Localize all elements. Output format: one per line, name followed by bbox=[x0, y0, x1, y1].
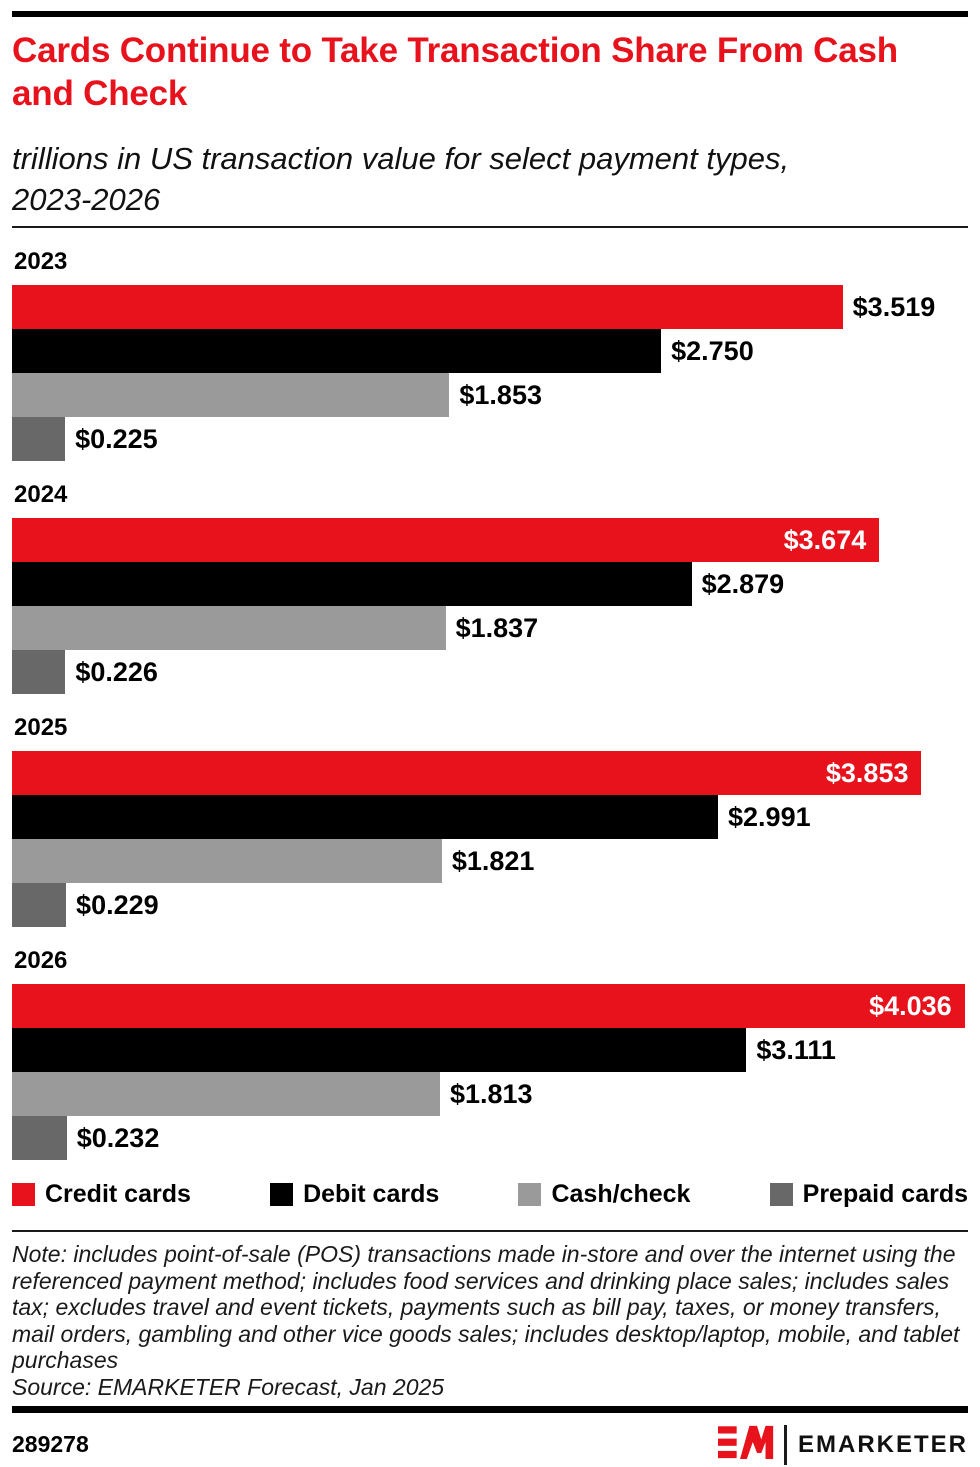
value-label: $0.229 bbox=[76, 889, 159, 920]
value-label: $3.853 bbox=[825, 757, 909, 788]
legend-item: Prepaid cards bbox=[769, 1180, 968, 1209]
bar-row: $1.821 bbox=[12, 839, 968, 884]
year-label: 2023 bbox=[14, 248, 68, 276]
value-label: $0.226 bbox=[75, 656, 158, 687]
footnote-text: Note: includes point-of-sale (POS) trans… bbox=[12, 1241, 960, 1374]
bar-debit-cards bbox=[12, 795, 719, 840]
bar-credit-cards bbox=[12, 285, 843, 330]
brand-wordmark: EMARKETER bbox=[797, 1430, 968, 1458]
bar-chart: 2023 $3.519 $2.750 $1.853 $0.225 2024 $3.674 $2… bbox=[12, 248, 968, 1161]
year-label: 2025 bbox=[14, 714, 68, 742]
legend-swatch-icon bbox=[270, 1183, 294, 1207]
bar-credit-cards: $3.853 bbox=[12, 751, 922, 796]
bar-row: $0.226 bbox=[12, 650, 968, 695]
bar-row: $0.232 bbox=[12, 1116, 968, 1161]
header-divider bbox=[12, 226, 968, 229]
bar-row: $4.036 bbox=[12, 984, 968, 1029]
value-label: $1.853 bbox=[459, 379, 542, 410]
bar-prepaid-cards bbox=[12, 1116, 67, 1161]
legend-label: Cash/check bbox=[551, 1180, 691, 1209]
bar-row: $2.879 bbox=[12, 562, 968, 607]
bar-row: $1.813 bbox=[12, 1072, 968, 1117]
bar-row: $2.750 bbox=[12, 329, 968, 374]
value-label: $1.821 bbox=[451, 845, 535, 876]
bar-credit-cards: $4.036 bbox=[12, 984, 965, 1029]
value-label: $3.674 bbox=[783, 524, 867, 555]
footer: 289278 EMARKETER bbox=[12, 1422, 968, 1467]
legend: Credit cards Debit cards Cash/check Prepaid… bbox=[12, 1180, 968, 1209]
bar-cash-check bbox=[12, 1072, 440, 1117]
emarketer-logo-mark-icon bbox=[717, 1422, 774, 1467]
bar-row: $2.991 bbox=[12, 795, 968, 840]
year-group: 2025 $3.853 $2.991 $1.821 $0.229 bbox=[12, 714, 968, 928]
value-label: $0.232 bbox=[76, 1122, 160, 1153]
bar-cash-check bbox=[12, 606, 446, 651]
value-label: $2.750 bbox=[671, 335, 754, 366]
value-label: $4.036 bbox=[869, 990, 952, 1021]
legend-item: Debit cards bbox=[270, 1180, 439, 1209]
bar-row: $3.674 bbox=[12, 518, 968, 563]
legend-label: Debit cards bbox=[303, 1180, 440, 1209]
year-label: 2024 bbox=[14, 481, 68, 509]
note-divider bbox=[12, 1230, 968, 1233]
bar-row: $0.229 bbox=[12, 883, 968, 928]
bar-row: $1.853 bbox=[12, 373, 968, 418]
legend-label: Prepaid cards bbox=[802, 1180, 968, 1209]
footer-rule bbox=[12, 1406, 968, 1414]
year-group: 2023 $3.519 $2.750 $1.853 $0.225 bbox=[12, 248, 968, 462]
bar-row: $3.853 bbox=[12, 751, 968, 796]
legend-swatch-icon bbox=[518, 1183, 542, 1207]
legend-item: Cash/check bbox=[518, 1180, 690, 1209]
legend-label: Credit cards bbox=[45, 1180, 191, 1209]
year-group: 2024 $3.674 $2.879 $1.837 $0.226 bbox=[12, 481, 968, 695]
source-text: Source: EMARKETER Forecast, Jan 2025 bbox=[12, 1373, 445, 1400]
bar-row: $3.519 bbox=[12, 285, 968, 330]
page-subtitle: trillions in US transaction value for se… bbox=[12, 141, 790, 218]
legend-swatch-icon bbox=[769, 1183, 793, 1207]
bar-prepaid-cards bbox=[12, 650, 66, 695]
logo-divider bbox=[783, 1424, 787, 1465]
bar-cash-check bbox=[12, 373, 450, 418]
legend-swatch-icon bbox=[12, 1183, 35, 1207]
value-label: $1.813 bbox=[449, 1078, 533, 1109]
value-label: $2.991 bbox=[728, 801, 811, 832]
chart-id: 289278 bbox=[12, 1431, 89, 1458]
year-label: 2026 bbox=[14, 947, 68, 975]
bar-credit-cards: $3.674 bbox=[12, 518, 880, 563]
top-rule bbox=[12, 11, 968, 17]
bar-debit-cards bbox=[12, 562, 692, 607]
bar-row: $3.111 bbox=[12, 1028, 968, 1073]
emarketer-logo: EMARKETER bbox=[717, 1422, 968, 1467]
value-label: $2.879 bbox=[701, 568, 785, 599]
value-label: $3.111 bbox=[756, 1034, 836, 1065]
bar-row: $0.225 bbox=[12, 417, 968, 462]
page-title: Cards Continue to Take Transaction Share… bbox=[12, 31, 898, 113]
legend-item: Credit cards bbox=[12, 1180, 191, 1209]
bar-debit-cards bbox=[12, 329, 662, 374]
value-label: $1.837 bbox=[455, 612, 539, 643]
bar-debit-cards bbox=[12, 1028, 747, 1073]
value-label: $0.225 bbox=[75, 423, 158, 454]
value-label: $3.519 bbox=[852, 291, 936, 322]
bar-prepaid-cards bbox=[12, 417, 66, 462]
bar-prepaid-cards bbox=[12, 883, 67, 928]
year-group: 2026 $4.036 $3.111 $1.813 $0.232 bbox=[12, 947, 968, 1161]
bar-row: $1.837 bbox=[12, 606, 968, 651]
bar-cash-check bbox=[12, 839, 442, 884]
